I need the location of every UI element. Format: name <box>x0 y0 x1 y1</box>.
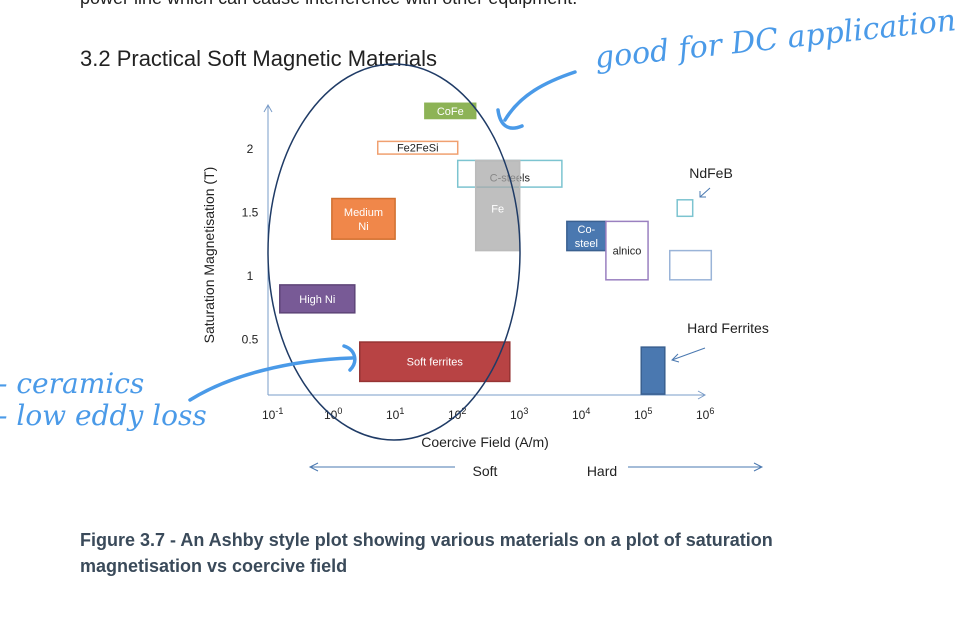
material-box-fe <box>474 159 521 252</box>
material-label: Fe2FeSi <box>397 143 439 155</box>
previous-paragraph-line: power line which can cause interference … <box>80 0 577 9</box>
y-tick-label: 0.5 <box>242 333 259 347</box>
x-tick-label: 105 <box>634 406 652 422</box>
soft-label: Soft <box>473 463 498 479</box>
material-label: Co- <box>578 224 596 236</box>
material-box-medium-ni <box>331 197 396 240</box>
material-box-unlabeled <box>669 249 713 281</box>
y-tick-label: 1 <box>247 269 254 283</box>
material-box-ndfeb <box>676 199 694 218</box>
x-tick-label: 103 <box>510 406 528 422</box>
note-line-ceramics: - ceramics <box>0 367 145 400</box>
ellipse-annotation <box>267 63 521 441</box>
material-label: Soft ferrites <box>407 357 464 369</box>
material-label: steel <box>575 238 598 250</box>
x-axis-label: Coercive Field (A/m) <box>421 434 549 450</box>
figure-caption: Figure 3.7 - An Ashby style plot showing… <box>80 530 773 576</box>
material-label: Ni <box>358 221 368 233</box>
handwritten-note-ceramics: - ceramics - low eddy loss <box>0 368 207 432</box>
soft-arrow-head <box>308 462 319 472</box>
hard-label: Hard <box>587 463 617 479</box>
material-box-high-ni <box>279 284 356 314</box>
x-axis-arrow <box>697 390 707 400</box>
note-line-eddy: - low eddy loss <box>0 399 207 432</box>
material-box-hard-ferrites <box>640 346 666 395</box>
material-box-alnico <box>605 220 649 281</box>
hard-ferrites-pointer <box>671 347 706 363</box>
material-label: Fe <box>491 203 504 215</box>
handwritten-arrow-dc <box>496 70 577 130</box>
hard-arrow-head <box>753 462 764 472</box>
x-tick-label: 101 <box>386 406 404 422</box>
y-axis-arrow <box>263 103 273 113</box>
ndfeb-label: NdFeB <box>689 165 733 181</box>
material-box-co-steel <box>566 220 607 252</box>
x-tick-label: 106 <box>696 406 714 422</box>
handwritten-arrow-ferrites <box>188 344 357 402</box>
material-box-soft-ferrites <box>359 341 511 383</box>
y-tick-label: 1.5 <box>242 206 259 220</box>
section-heading: 3.2 Practical Soft Magnetic Materials <box>80 46 438 71</box>
material-box-cofe <box>424 102 477 120</box>
x-tick-label: 10‑1 <box>262 406 283 422</box>
y-tick-label: 2 <box>247 142 254 156</box>
material-label: High Ni <box>299 294 335 306</box>
ndfeb-pointer <box>699 187 711 198</box>
material-box-fe2fesi <box>376 140 459 155</box>
material-label: CoFe <box>437 106 464 118</box>
x-tick-label: 104 <box>572 406 590 422</box>
y-axis-label: Saturation Magnetisation (T) <box>201 167 217 344</box>
x-tick-label: 100 <box>324 406 342 422</box>
material-label: Medium <box>344 207 383 219</box>
hard-ferrites-label: Hard Ferrites <box>687 320 769 336</box>
material-label: alnico <box>613 246 642 258</box>
